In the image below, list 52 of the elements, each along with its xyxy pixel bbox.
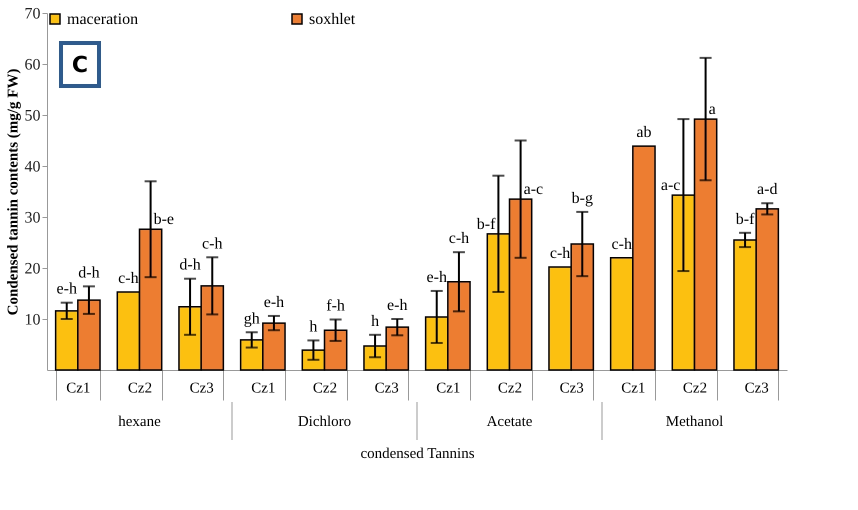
y-tick-label: 20	[24, 260, 40, 278]
y-tick-label: 60	[24, 56, 40, 74]
text: Methanol	[666, 414, 724, 430]
legend-label: maceration	[67, 11, 138, 28]
data-label: e-h	[387, 297, 408, 314]
data-label: c-h	[202, 235, 222, 252]
data-label: b-f	[476, 216, 496, 233]
data-label: c-h	[550, 244, 570, 262]
data-label: gh	[244, 310, 260, 328]
x-tick-label: Cz2	[498, 380, 522, 396]
data-label: a-c	[524, 181, 544, 198]
x-axis-title: condensed Tannins	[360, 446, 475, 462]
data-label: d-h	[78, 264, 100, 282]
data-label: a-d	[757, 181, 778, 198]
text: Acetate	[486, 414, 533, 430]
y-axis-title: Condensed tannin contents (mg/g FW)	[6, 68, 22, 316]
data-label: b-g	[572, 190, 593, 207]
data-label: ab	[636, 124, 652, 142]
x-tick-label: Cz3	[190, 380, 214, 396]
data-label: c-h	[612, 236, 632, 253]
data-label: d-h	[179, 256, 201, 274]
data-label: b-e	[154, 211, 174, 228]
data-label: e-h	[264, 294, 284, 311]
x-tick-label: Cz1	[251, 380, 276, 396]
y-tick-label: 50	[24, 108, 40, 124]
data-label: b-f	[736, 210, 756, 228]
data-label: h	[309, 318, 318, 336]
data-label: a	[708, 101, 716, 118]
data-label: e-h	[426, 268, 447, 286]
y-tick-label: 70	[24, 6, 40, 22]
data-label: h	[371, 312, 380, 330]
text: Dichloro	[298, 414, 352, 430]
x-tick-label: Cz2	[682, 380, 708, 396]
data-label: c-h	[118, 270, 139, 287]
x-tick-label: Cz2	[312, 380, 338, 396]
y-tick-label: 10	[24, 312, 40, 328]
y-tick-label: 30	[24, 210, 40, 226]
x-tick-label: Cz3	[560, 380, 584, 396]
x-tick-label: Cz2	[128, 380, 152, 396]
y-tick-label: 40	[24, 158, 40, 176]
text: C	[72, 53, 88, 78]
x-tick-label: Cz1	[621, 380, 646, 396]
data-label: c-h	[448, 230, 470, 248]
x-tick-label: Cz3	[744, 380, 769, 396]
x-tick-label: Cz3	[374, 380, 399, 396]
data-label: a-c	[660, 177, 680, 194]
legend-label: soxhlet	[309, 11, 356, 28]
x-tick-label: Cz1	[436, 380, 460, 396]
data-label: e-h	[56, 280, 77, 298]
text: hexane	[118, 414, 162, 430]
x-tick-label: Cz1	[66, 380, 90, 396]
data-label: f-h	[326, 298, 345, 315]
